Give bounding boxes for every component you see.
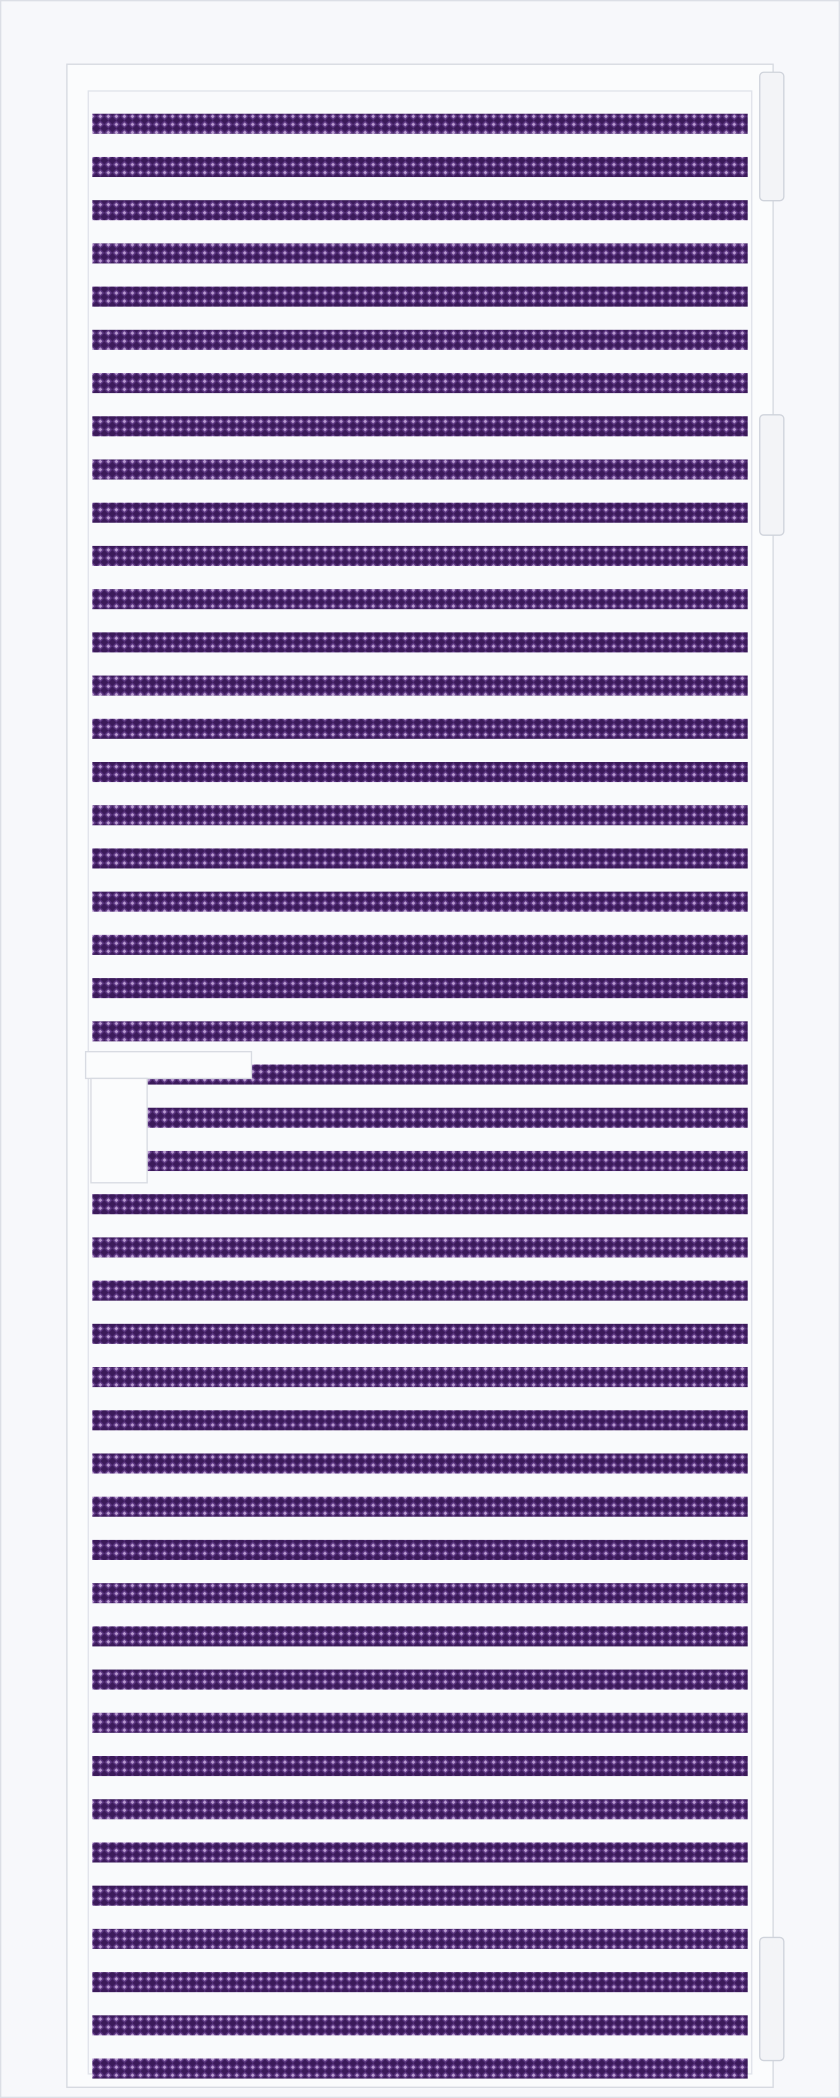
glass-stripe [92,761,748,783]
glass-stripe [92,2015,748,2036]
glass-stripe [92,1453,748,1474]
handle-plate [90,1077,148,1184]
glass-stripe [92,1712,748,1733]
hinge [759,1936,785,2062]
glass-stripe [92,1539,748,1560]
glass-stripe [92,718,748,739]
glass-stripe [92,1194,748,1215]
stripes [92,113,748,2079]
glass-stripe [92,1972,748,1993]
glass-stripe [92,373,748,394]
glass-stripe [92,1410,748,1431]
glass-stripe [92,1280,748,1301]
glass-stripe [92,416,748,437]
glass-stripe [92,1237,748,1258]
glass-stripe [92,934,748,955]
glass-stripe [92,848,748,869]
glass-stripe [92,1064,748,1085]
glass-stripe [92,545,748,566]
glass-stripe [92,243,748,264]
glass-stripe [92,1842,748,1863]
glass-stripe [92,1885,748,1906]
glass-stripe [92,1367,748,1388]
glass-stripe [92,589,748,610]
glass-stripe [92,978,748,999]
hinge [759,414,785,536]
glass-stripe [92,632,748,653]
glass-stripe [92,1021,748,1042]
glass-stripe [92,1669,748,1690]
glass-stripe [92,1496,748,1517]
handle-bar [84,1051,253,1080]
glass-stripe [92,2058,748,2079]
glass-stripe [92,891,748,912]
glass-stripe [92,329,748,350]
glass-stripe [92,1107,748,1128]
glass-stripe [92,1323,748,1344]
glass-stripe [92,459,748,480]
glass-stripe [92,675,748,696]
glass-stripe [92,1928,748,1949]
glass-stripe [92,200,748,221]
hinge [759,71,785,202]
glass-stripe [92,805,748,826]
glass-stripe [92,502,748,523]
glass-stripe [92,286,748,307]
glass-stripe [92,156,748,178]
glass-stripe [92,1799,748,1820]
glass-stripe [92,1756,748,1777]
glass-stripe [92,1150,748,1172]
glass-stripe [92,1583,748,1604]
glass-stripe [92,1626,748,1647]
glass-stripe [92,113,748,134]
